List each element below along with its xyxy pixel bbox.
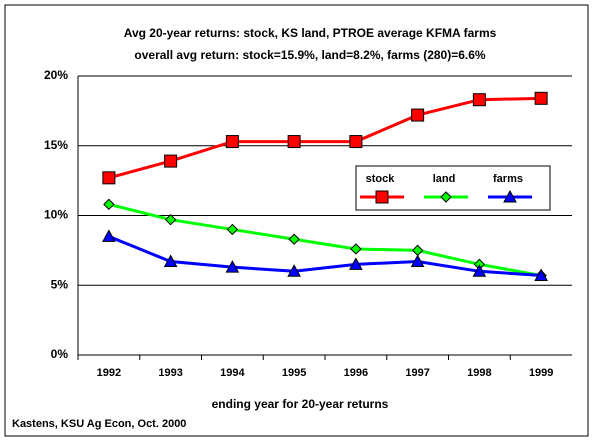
legend-label: land bbox=[433, 173, 456, 185]
series-line bbox=[108, 202, 542, 277]
data-point bbox=[411, 108, 425, 122]
legend-label: farms bbox=[493, 173, 523, 185]
data-point bbox=[164, 154, 178, 168]
x-tick-label: 1999 bbox=[529, 367, 553, 379]
data-point bbox=[534, 91, 548, 105]
legend-marker bbox=[375, 190, 389, 204]
x-tick-label: 1997 bbox=[405, 367, 429, 379]
x-tick-label: 1992 bbox=[97, 367, 121, 379]
x-axis-label: ending year for 20-year returns bbox=[212, 397, 389, 411]
series-line bbox=[108, 96, 542, 180]
series-line bbox=[108, 235, 542, 277]
legend-marker bbox=[440, 191, 452, 203]
data-point bbox=[350, 243, 362, 255]
x-tick-label: 1993 bbox=[158, 367, 182, 379]
data-point bbox=[164, 213, 177, 226]
x-tick-label: 1995 bbox=[282, 367, 306, 379]
y-tick-label: 10% bbox=[44, 208, 68, 222]
data-point bbox=[534, 268, 548, 281]
data-point bbox=[288, 233, 300, 245]
legend-label: stock bbox=[366, 173, 396, 185]
x-tick-label: 1994 bbox=[220, 367, 245, 379]
frame bbox=[4, 4, 589, 437]
data-point bbox=[410, 254, 425, 268]
data-point bbox=[225, 260, 240, 273]
y-tick-label: 15% bbox=[44, 138, 68, 152]
y-tick-label: 5% bbox=[51, 277, 69, 291]
data-point bbox=[102, 229, 116, 242]
data-point bbox=[225, 135, 239, 149]
legend-marker bbox=[503, 189, 517, 203]
data-point bbox=[163, 254, 178, 268]
data-point bbox=[103, 198, 115, 211]
chart-subtitle: overall avg return: stock=15.9%, land=8.… bbox=[134, 48, 486, 62]
x-tick-label: 1996 bbox=[344, 367, 368, 379]
data-point bbox=[102, 171, 116, 185]
y-tick-label: 0% bbox=[51, 347, 69, 361]
x-tick-label: 1998 bbox=[467, 367, 491, 379]
data-point bbox=[349, 135, 363, 149]
data-point bbox=[349, 257, 363, 270]
chart-title: Avg 20-year returns: stock, KS land, PTR… bbox=[124, 26, 497, 40]
data-point bbox=[472, 93, 486, 107]
data-point bbox=[287, 135, 301, 149]
data-point bbox=[472, 264, 487, 277]
source: Kastens, KSU Ag Econ, Oct. 2000 bbox=[12, 418, 186, 430]
data-point bbox=[287, 264, 301, 277]
y-tick-label: 20% bbox=[44, 68, 68, 82]
data-point bbox=[226, 223, 239, 236]
